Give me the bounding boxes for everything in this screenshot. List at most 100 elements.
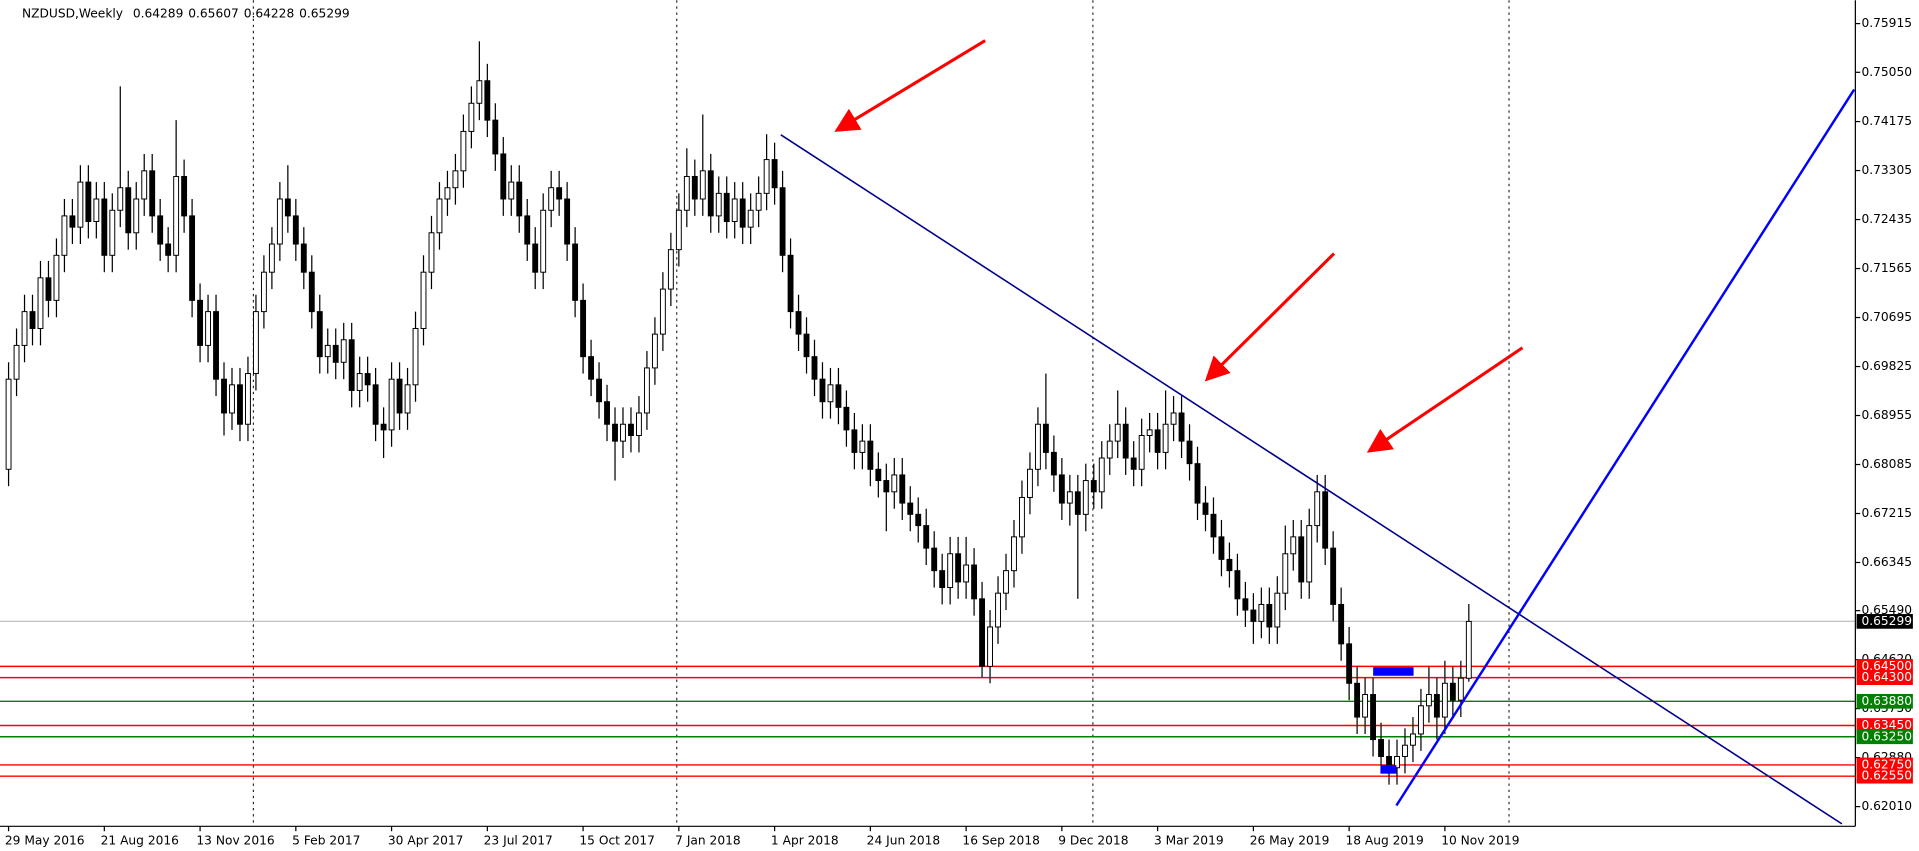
candle-body [1425,694,1432,707]
candle-body [1457,677,1464,701]
x-tick-label: 21 Aug 2016 [101,833,179,847]
drawings [780,39,1856,825]
level-label: 0.64500 [1861,659,1912,673]
candle-body [237,384,243,425]
trendline [1395,88,1856,807]
candle-body [436,198,443,234]
candle-body [37,277,44,330]
candle-body [1370,694,1377,741]
candle-body [332,344,339,363]
candle-body [404,384,411,414]
candle-body [1378,739,1384,757]
candle-body [1042,423,1049,453]
candle-body [29,311,36,330]
candle-body [1394,755,1400,769]
x-tick-label: 7 Jan 2018 [675,833,740,847]
y-tick-label: 0.72435 [1861,212,1912,226]
candle-body [1058,474,1065,504]
candle-body [723,192,730,223]
candle-body [380,423,387,431]
candle-body [795,311,802,335]
candle-body [117,187,124,211]
candle-body [1098,457,1105,493]
candle-body [867,440,874,470]
candle-body [372,384,379,425]
candle-body [1274,592,1281,628]
candle-body [1410,733,1416,746]
candle-body [548,187,555,211]
candle-body [675,209,682,251]
candle-body [923,525,930,549]
level-label: 0.63880 [1861,694,1912,708]
candle-body [667,249,674,290]
candle-body [133,198,140,234]
level-label-bg [1856,670,1913,685]
candle-body [1346,643,1353,684]
candle-body [181,175,188,217]
candle-body [484,80,491,121]
trendline [780,134,1843,825]
candle-body [899,474,906,504]
candle-body [1106,440,1113,459]
candle-body [1258,603,1265,622]
candle-body [915,513,922,527]
candle-body [596,378,602,403]
candle-body [356,373,363,391]
y-tick-label: 0.70695 [1861,310,1912,324]
candle-body [21,311,28,346]
candle-body [643,367,650,414]
candle-body [1146,429,1153,436]
candle-body [1402,744,1408,757]
candle-body [1234,570,1241,600]
candle-body [69,215,76,228]
candle-body [1218,536,1225,560]
y-tick-label: 0.75915 [1861,16,1912,30]
current-price-bg [1856,614,1913,629]
candle-body [292,215,299,245]
candle-body [268,243,275,273]
x-tick-label: 26 May 2019 [1250,833,1330,847]
candle-body [715,192,722,217]
candle-body [1027,468,1033,498]
candle-body [739,198,746,228]
candle-body [827,384,834,403]
candle-body [1298,536,1305,583]
arrow [1366,346,1524,453]
candle-body [45,277,52,301]
zone [1373,667,1414,676]
candle-body [1170,412,1177,425]
candle-body [260,271,267,313]
candle-body [444,187,451,200]
candle-body [683,175,690,211]
level-label-bg [1856,757,1913,773]
candles [5,41,1472,785]
y-tick-label: 0.75050 [1861,65,1912,79]
candle-body [612,423,618,442]
x-tick-label: 9 Dec 2018 [1058,833,1128,847]
candle-body [1282,553,1289,594]
x-tick-label: 23 Jul 2017 [484,833,553,847]
candle-body [1354,682,1361,718]
candle-body [1162,423,1169,453]
candle-body [364,373,371,386]
y-tick-label: 0.74175 [1861,114,1912,128]
candle-body [556,187,563,200]
header: NZDUSD,Weekly 0.64289 0.65607 0.64228 0.6529… [22,6,350,20]
candle-body [1154,429,1161,453]
level-label: 0.62750 [1861,757,1912,771]
candle-body [1449,682,1456,701]
candle-body [859,440,866,453]
symbol: NZDUSD,Weekly [22,6,123,20]
x-tick-label: 29 May 2016 [5,833,85,847]
candle-body [532,243,539,273]
candle-body [1186,440,1193,465]
open: 0.64289 [133,6,184,20]
level-label: 0.63450 [1861,718,1912,732]
candle-body [564,198,571,245]
level-label: 0.62550 [1861,769,1912,783]
candle-body [1250,609,1257,622]
candle-body [779,187,786,256]
candle-body [1330,547,1337,605]
